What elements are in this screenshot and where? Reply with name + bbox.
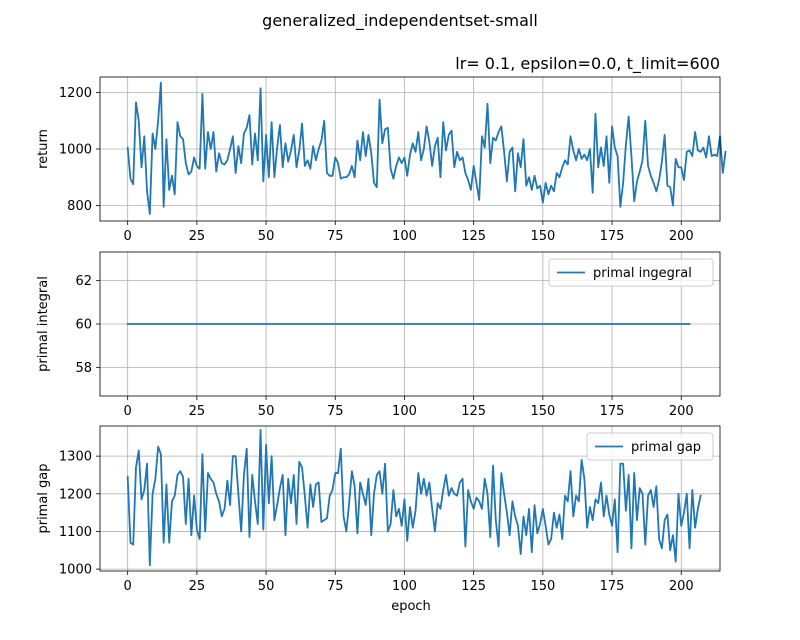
panel-primal-integral: 0 25 50 75 100 125 150 175 200 58 60 62 primal integ…: [36, 251, 721, 419]
series-line-primal-gap: [126, 428, 702, 567]
y-axis-label: primal gap: [36, 463, 51, 533]
x-axis-label: epoch: [391, 599, 431, 614]
y-tick-label: 1200: [59, 86, 92, 101]
series-line-return: [126, 81, 727, 215]
x-tick-label: 200: [669, 404, 694, 419]
legend-box: [586, 432, 714, 461]
x-tick-label: 150: [530, 404, 555, 419]
x-tick-label: 25: [189, 229, 206, 244]
y-tick-label: 62: [75, 274, 92, 289]
x-tick-label: 25: [189, 404, 206, 419]
plot-frame: [99, 425, 721, 572]
legend: primal ingegral: [548, 258, 714, 287]
y-tick-label: 60: [75, 318, 92, 333]
panel-return: 0 25 50 75 100 125 150 175 200 800 1000 1200 return l…: [36, 54, 727, 244]
y-tick-label: 800: [67, 199, 92, 214]
x-tick-label: 150: [530, 229, 555, 244]
x-tick-label: 25: [189, 579, 206, 594]
y-tick-label: 58: [75, 361, 92, 376]
x-tick-label: 75: [327, 579, 344, 594]
y-tick-label: 1200: [59, 487, 92, 502]
x-tick-label: 200: [669, 229, 694, 244]
legend: primal gap: [586, 432, 714, 461]
x-tick-label: 100: [392, 229, 417, 244]
x-tick-label: 125: [461, 579, 486, 594]
figure-suptitle: generalized_independentset-small: [262, 11, 538, 31]
x-tick-label: 50: [258, 229, 275, 244]
x-tick-label: 0: [124, 579, 132, 594]
x-tick-label: 0: [124, 229, 132, 244]
legend-box: [548, 258, 714, 287]
y-axis-label: primal integral: [36, 276, 51, 372]
x-tick-label: 150: [530, 579, 555, 594]
legend-label: primal gap: [631, 440, 701, 455]
x-tick-label: 75: [327, 229, 344, 244]
x-tick-label: 50: [258, 579, 275, 594]
x-tick-label: 125: [461, 229, 486, 244]
y-axis-label: return: [36, 129, 51, 169]
x-tick-label: 0: [124, 404, 132, 419]
x-tick-label: 50: [258, 404, 275, 419]
x-tick-label: 200: [669, 579, 694, 594]
x-tick-label: 175: [600, 229, 625, 244]
x-tick-label: 75: [327, 404, 344, 419]
y-tick-label: 1000: [59, 143, 92, 158]
x-tick-label: 125: [461, 404, 486, 419]
y-tick-label: 1000: [59, 563, 92, 578]
panel-title: lr= 0.1, epsilon=0.0, t_limit=600: [455, 54, 720, 74]
x-tick-label: 175: [600, 579, 625, 594]
x-tick-label: 100: [392, 579, 417, 594]
x-tick-label: 175: [600, 404, 625, 419]
panel-primal-gap: 0 25 50 75 100 125 150 175 200 1000 1100 1200 1300 pr…: [36, 425, 721, 594]
x-tick-label: 100: [392, 404, 417, 419]
y-tick-label: 1100: [59, 525, 92, 540]
y-tick-label: 1300: [59, 450, 92, 465]
legend-label: primal ingegral: [593, 266, 692, 281]
